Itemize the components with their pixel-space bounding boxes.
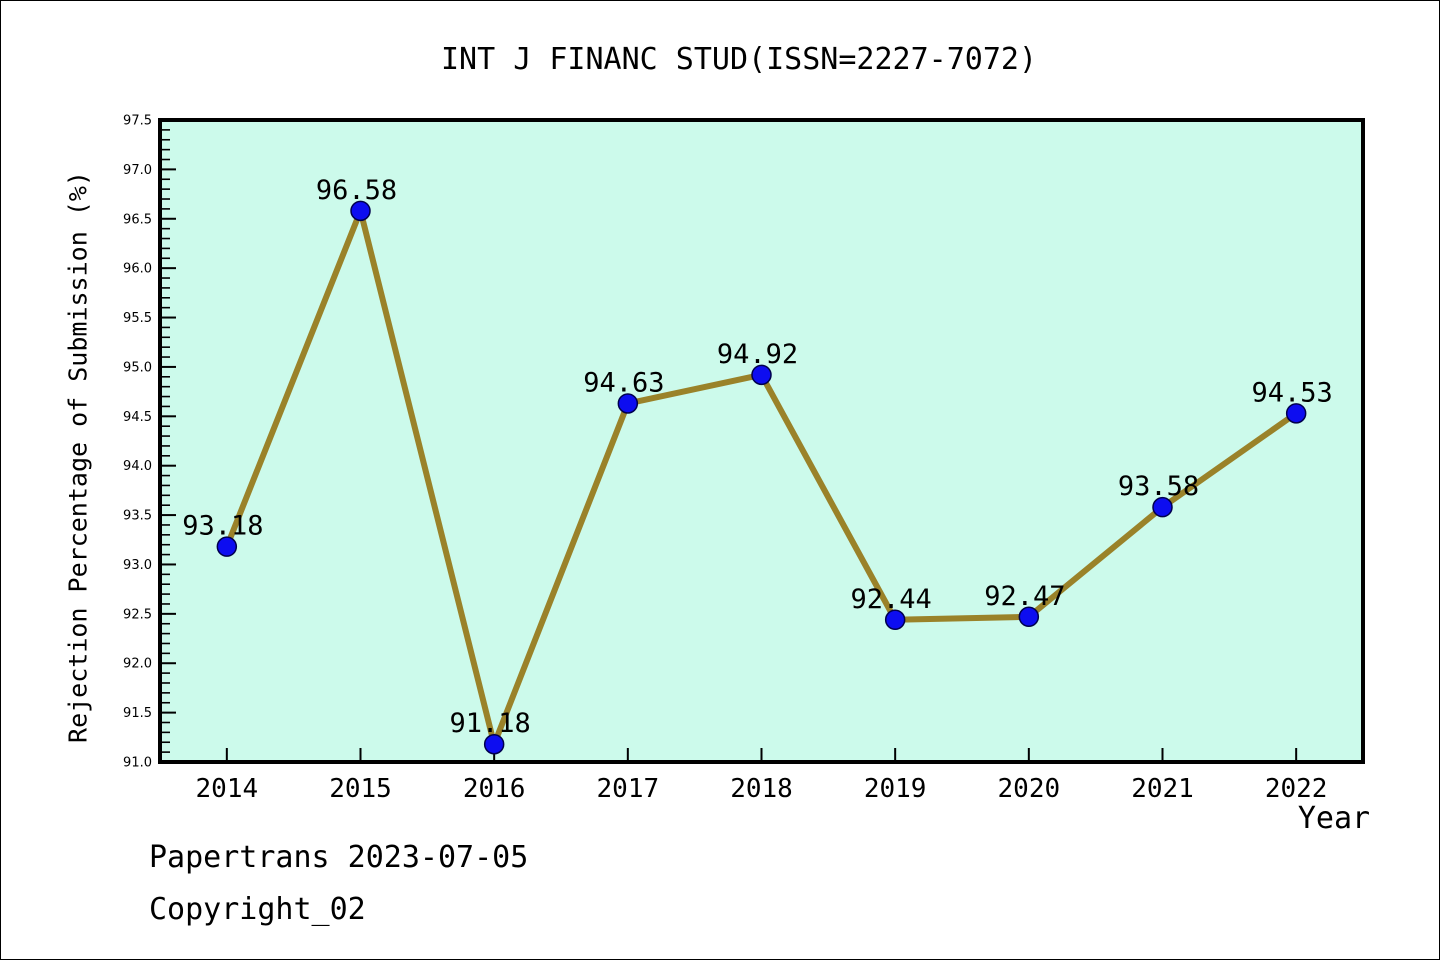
y-tick-label: 94.5 <box>123 410 152 425</box>
point-value-label: 96.58 <box>316 175 397 206</box>
x-tick-label: 2014 <box>196 774 259 804</box>
point-labels: 93.18 96.58 91.18 94.63 94.92 92.44 92.47 93.58… <box>182 175 1333 739</box>
x-tick-label: 2020 <box>998 774 1061 804</box>
y-tick-label: 92.5 <box>123 607 152 622</box>
point-value-label: 91.18 <box>450 708 531 739</box>
point-value-label: 93.58 <box>1118 471 1199 502</box>
data-point-marker <box>751 364 772 386</box>
data-point-marker <box>1018 606 1040 628</box>
data-point-marker <box>617 393 639 414</box>
data-point-marker <box>884 609 906 631</box>
x-tick-label: 2019 <box>864 774 927 804</box>
point-value-label: 94.63 <box>583 367 664 398</box>
y-tick-label: 91.0 <box>123 756 152 771</box>
point-value-label: 94.53 <box>1252 377 1333 408</box>
data-point-marker <box>1285 403 1307 424</box>
y-tick-label: 92.0 <box>123 657 152 672</box>
y-tick-label: 93.0 <box>123 558 152 573</box>
y-tick-label: 91.5 <box>123 706 152 721</box>
x-tick-label: 2015 <box>329 774 392 804</box>
point-value-label: 94.92 <box>717 339 798 370</box>
y-tick-label: 97.0 <box>123 163 152 178</box>
chart-title: INT J FINANC STUD(ISSN=2227-7072) <box>440 42 1038 77</box>
plot-background <box>158 118 1365 764</box>
footer-source-date: Papertrans 2023-07-05 <box>149 840 529 875</box>
x-tick-label: 2017 <box>597 774 660 804</box>
point-value-label: 92.44 <box>851 584 932 615</box>
y-tick-label: 93.5 <box>123 509 152 524</box>
data-point-marker <box>216 536 238 557</box>
y-tick-label: 97.5 <box>123 114 152 129</box>
y-tick-label: 95.5 <box>123 311 152 326</box>
data-point-marker <box>1152 496 1173 518</box>
x-tick-label: 2022 <box>1265 774 1328 804</box>
data-points <box>216 200 1307 755</box>
y-tick-label: 96.5 <box>123 212 152 227</box>
point-value-label: 93.18 <box>182 511 263 542</box>
y-axis-ticks <box>162 119 176 763</box>
y-tick-label: 94.0 <box>123 459 152 474</box>
x-tick-label: 2018 <box>730 774 793 804</box>
y-tick-label: 96.0 <box>123 262 152 277</box>
x-tick-label: 2016 <box>463 774 526 804</box>
y-tick-label: 95.0 <box>123 360 152 375</box>
y-axis-label: Rejection Percentage of Submission (%) <box>63 171 93 743</box>
data-point-marker <box>350 200 371 222</box>
data-point-marker <box>483 733 505 755</box>
point-value-label: 92.47 <box>984 581 1065 612</box>
x-tick-label: 2021 <box>1131 774 1194 804</box>
x-axis-ticks <box>225 748 1298 760</box>
footer-copyright: Copyright_02 <box>149 892 366 927</box>
x-axis-label: Year <box>1297 801 1371 836</box>
